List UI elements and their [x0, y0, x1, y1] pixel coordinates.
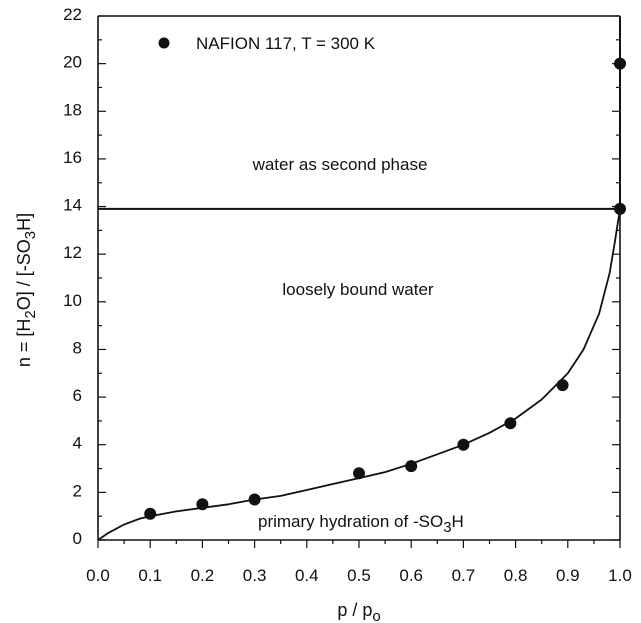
- data-point: [196, 498, 209, 511]
- y-axis-title-sub1: 2: [22, 310, 39, 318]
- y-tick-label: 2: [73, 481, 82, 500]
- annotation-loosely-bound-water: loosely bound water: [282, 280, 434, 299]
- data-point: [405, 460, 418, 473]
- y-axis-title-prefix: n = [H: [14, 319, 34, 368]
- y-tick-label: 0: [73, 529, 82, 548]
- y-tick-label: 20: [63, 53, 82, 72]
- x-tick-label: 0.7: [452, 566, 476, 585]
- y-tick-label: 22: [63, 5, 82, 24]
- x-tick-label: 0.1: [138, 566, 162, 585]
- x-axis-title: p / po: [337, 600, 380, 623]
- legend: NAFION 117, T = 300 K: [158, 34, 376, 53]
- data-point: [556, 379, 569, 392]
- x-tick-label: 0.6: [399, 566, 423, 585]
- annotation-primary-hydration: primary hydration of -SO3H: [258, 512, 464, 536]
- y-axis-title-suffix: H]: [14, 213, 34, 231]
- x-tick-label: 0.9: [556, 566, 580, 585]
- x-axis-title-sub: o: [372, 608, 380, 623]
- x-tick-label: 0.2: [191, 566, 215, 585]
- y-axis-title: n = [H2O] / [-SO3H]: [14, 213, 39, 367]
- data-point: [457, 438, 470, 451]
- x-tick-label: 0.3: [243, 566, 267, 585]
- y-tick-label: 18: [63, 100, 82, 119]
- axes: [97, 15, 621, 541]
- data-point: [353, 467, 365, 480]
- x-tick-labels: 0.0 0.1 0.2 0.3 0.4 0.5 0.6 0.7 0.8 0.9 …: [86, 566, 632, 585]
- y-axis-title-sub2: 3: [22, 231, 39, 239]
- x-tick-label: 0.4: [295, 566, 319, 585]
- y-tick-label: 14: [63, 196, 82, 215]
- x-tick-label: 1.0: [608, 566, 632, 585]
- data-point: [614, 57, 626, 70]
- y-tick-label: 6: [73, 386, 82, 405]
- data-points: [144, 57, 626, 520]
- y-tick-labels: 0 2 4 6 8 10 12 14 16 18 20 22: [63, 5, 82, 548]
- y-tick-label: 8: [73, 339, 82, 358]
- x-tick-label: 0.0: [86, 566, 110, 585]
- model-curve-layer: [97, 16, 621, 541]
- data-point: [504, 417, 517, 430]
- y-tick-label: 4: [73, 434, 82, 453]
- model-curve: [97, 208, 621, 541]
- annotation-primary-hydration-sub: 3: [443, 519, 451, 536]
- annotation-primary-hydration-prefix: primary hydration of -SO: [258, 512, 443, 531]
- annotation-water-second-phase: water as second phase: [252, 155, 428, 174]
- y-tick-label: 12: [63, 243, 82, 262]
- legend-label: NAFION 117, T = 300 K: [196, 34, 376, 53]
- data-point: [248, 493, 261, 506]
- x-tick-label: 0.8: [504, 566, 528, 585]
- x-axis-title-main: p / p: [337, 600, 372, 620]
- legend-marker-icon: [158, 37, 170, 49]
- y-axis-title-middle: O] / [-SO: [14, 239, 34, 310]
- data-point: [144, 507, 157, 520]
- annotation-primary-hydration-suffix: H: [452, 512, 464, 531]
- x-tick-label: 0.5: [347, 566, 371, 585]
- y-tick-label: 10: [63, 291, 82, 310]
- y-tick-label: 16: [63, 148, 82, 167]
- data-point: [614, 202, 626, 215]
